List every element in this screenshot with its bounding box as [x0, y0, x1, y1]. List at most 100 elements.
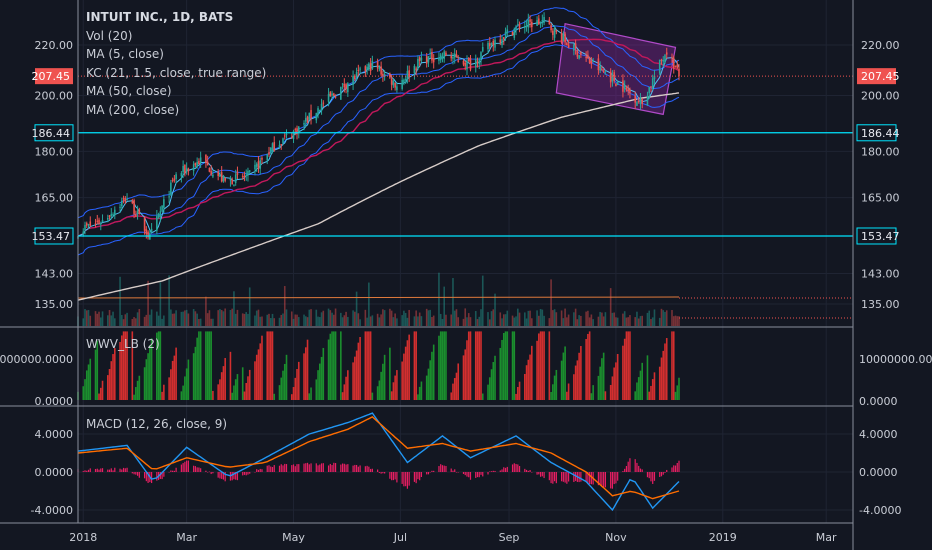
time-tick-label: Nov [605, 531, 627, 544]
wwv-bar [341, 392, 344, 400]
candle-body [560, 33, 563, 44]
wwv-bar [217, 384, 219, 400]
macd-hist-bar [219, 472, 221, 479]
volume-bar [175, 310, 177, 326]
wwv-bar [527, 359, 530, 400]
wwv-bar [615, 362, 617, 400]
candle-body [138, 209, 141, 215]
volume-bar [143, 316, 146, 326]
wwv-bar [320, 356, 323, 400]
candle-body [450, 55, 453, 59]
volume-bar [110, 315, 113, 326]
wwv-bar [173, 355, 176, 400]
macd-hist-bar [284, 463, 286, 472]
candle-body [664, 55, 666, 63]
macd-hist-bar [82, 471, 84, 472]
volume-bar [138, 308, 141, 326]
volume-bar [578, 315, 580, 326]
legend-ma5[interactable]: MA (5, close) [86, 47, 164, 61]
candle-body [308, 112, 311, 120]
volume-bar [380, 314, 382, 326]
candle-body [401, 79, 403, 89]
wwv-bar [660, 357, 663, 400]
volume-bar [432, 315, 435, 326]
wwv-bar [648, 391, 651, 400]
wwv-bar [531, 345, 533, 400]
candle-body [296, 128, 298, 135]
macd-hist-bar [408, 472, 410, 486]
wwv-bar [439, 331, 442, 400]
volume-bar [511, 315, 514, 326]
candle-body [562, 34, 565, 41]
candle-body [173, 178, 176, 181]
macd-pane-title[interactable]: MACD (12, 26, close, 9) [86, 417, 228, 431]
wwv-pane-title[interactable]: WWV_LB (2) [86, 337, 160, 351]
wwv-bar [135, 387, 137, 400]
wwv-bar [171, 360, 174, 400]
candle-body [466, 60, 468, 70]
wwv-bar [566, 391, 568, 400]
candle-body [504, 31, 507, 37]
wwv-bar [319, 363, 321, 400]
wwv-bar [194, 346, 197, 400]
macd-hist-bar [531, 472, 533, 473]
wwv-bar [82, 386, 85, 400]
macd-hist-bar [503, 467, 505, 472]
wwv-bar [121, 335, 123, 400]
candle-body [564, 33, 566, 43]
candle-body [389, 73, 391, 78]
legend-kc[interactable]: KC (21, 1.5, close, true range) [86, 65, 267, 80]
wwv-bar [392, 382, 395, 400]
volume-bar [672, 316, 675, 326]
legend-ma200[interactable]: MA (200, close) [86, 102, 180, 117]
wwv-bar [297, 361, 300, 400]
legend-ma50[interactable]: MA (50, close) [86, 84, 172, 98]
wwv-bar [382, 363, 384, 400]
wwv-bar [501, 339, 503, 400]
wwv-bar [671, 331, 673, 400]
price-tick-label-right: 180.00 [861, 145, 900, 158]
volume-bar [597, 316, 600, 326]
wwv-bar [580, 346, 582, 400]
candle-body [122, 198, 125, 200]
candle-body [233, 184, 235, 186]
price-tick-label-right: 135.00 [861, 298, 900, 311]
candle-body [159, 211, 162, 218]
macd-hist-bar [511, 464, 514, 472]
macd-hist-bar [136, 472, 139, 476]
candle-body [469, 58, 472, 70]
legend-vol[interactable]: Vol (20) [86, 28, 133, 43]
candle-body [420, 57, 423, 61]
volume-bar [404, 312, 407, 326]
macd-hist-bar [678, 460, 680, 472]
volume-bar [622, 313, 624, 326]
macd-hist-bar [285, 464, 288, 472]
candle-body [329, 92, 332, 97]
volume-bar [651, 317, 654, 326]
volume-bar [443, 286, 446, 326]
candle-body [573, 44, 575, 51]
macd-hist-bar [646, 472, 649, 478]
volume-bar [587, 310, 589, 326]
candle-body [609, 71, 612, 83]
volume-bar [550, 279, 552, 326]
macd-hist-bar [138, 472, 140, 478]
macd-hist-bar [504, 467, 507, 472]
macd-hist-bar [501, 469, 503, 472]
wwv-bar [408, 334, 410, 400]
macd-hist-bar [457, 472, 459, 473]
candle-body [665, 52, 668, 55]
macd-hist-bar [480, 472, 482, 475]
volume-bar [101, 311, 104, 326]
macd-tick-label-left: 4.0000 [35, 428, 74, 441]
candle-body [84, 225, 86, 230]
candle-body [634, 95, 636, 103]
volume-bar [408, 309, 410, 326]
volume-bar [464, 308, 467, 326]
candle-body [198, 161, 200, 165]
volume-bar [315, 309, 318, 326]
volume-bar [94, 311, 97, 326]
candle-body [345, 84, 347, 90]
candle-body [445, 52, 447, 56]
wwv-bar [502, 332, 505, 400]
